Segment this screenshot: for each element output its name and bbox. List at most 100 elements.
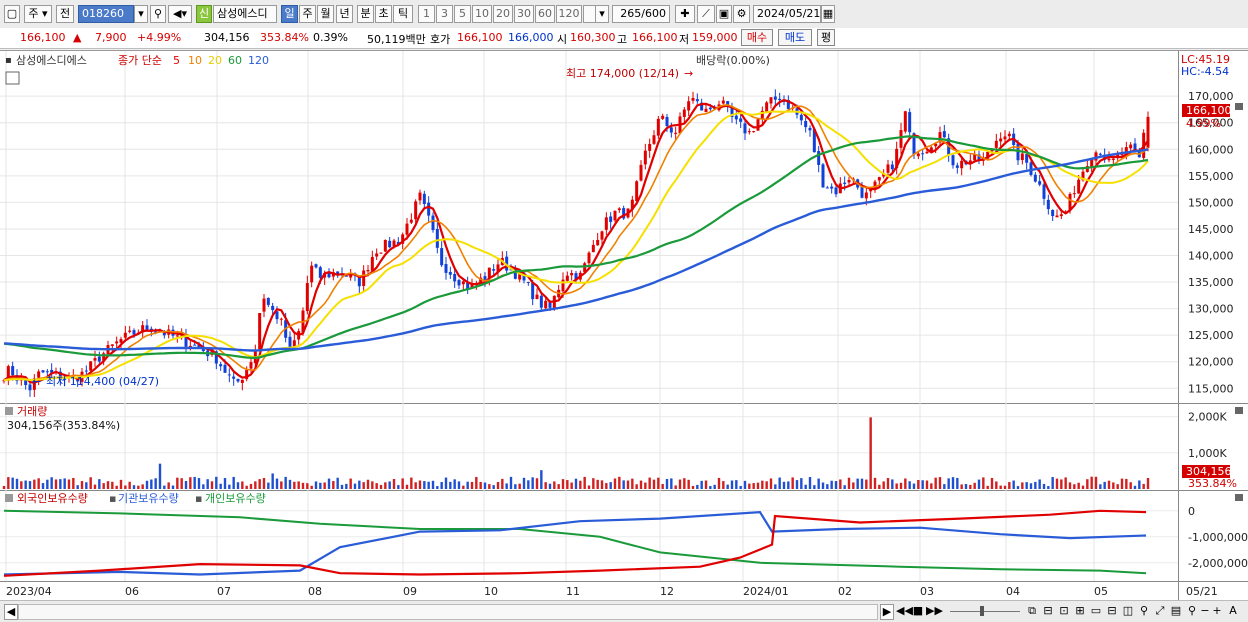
hc-label: HC:-4.54: [1181, 65, 1229, 78]
scroll-right-icon[interactable]: ▶: [880, 604, 894, 620]
price-tick-label: 165,000: [1188, 117, 1234, 130]
candle-body: [366, 269, 370, 272]
volume-bar: [852, 482, 855, 489]
minute-3[interactable]: 3: [436, 5, 453, 23]
magnifier-icon[interactable]: ⚲: [1187, 604, 1197, 617]
split-icon[interactable]: ⊟: [1043, 604, 1053, 617]
volume-panel-close-icon[interactable]: [1235, 407, 1243, 414]
copy-icon[interactable]: ⊡: [1059, 604, 1069, 617]
volume-bar: [986, 485, 989, 489]
count-field[interactable]: 265/600: [612, 5, 670, 23]
candle-body: [929, 147, 933, 152]
y-axis-ticks: 170,000 165,000 160,000 155,000 150,000 145,0…: [1188, 90, 1248, 570]
calendar-icon[interactable]: ▦: [821, 5, 835, 23]
window-icon[interactable]: ▢: [4, 5, 20, 23]
font-size-icon[interactable]: A: [1229, 604, 1237, 617]
panel-icon[interactable]: ⊟: [1107, 604, 1117, 617]
stock-name-field[interactable]: 삼성에스디: [213, 5, 277, 23]
candle-body: [825, 187, 829, 189]
period-month[interactable]: 월: [317, 5, 334, 23]
frame-icon[interactable]: ▭: [1090, 604, 1102, 617]
market-select[interactable]: 주 ▾: [24, 5, 52, 23]
volume-bar: [1142, 483, 1145, 489]
crosshair-icon[interactable]: ✚: [675, 5, 695, 23]
candle-body: [934, 143, 938, 147]
moving-averages: [3, 98, 1149, 384]
chart-svg[interactable]: 170,000 165,000 160,000 155,000 150,000 145,0…: [0, 51, 1248, 601]
candle-body: [942, 131, 946, 138]
rewind-icon[interactable]: ◀◀: [896, 604, 913, 617]
holding-settings-icon[interactable]: [5, 494, 13, 502]
sell-button[interactable]: 매도: [778, 29, 812, 46]
stop-icon[interactable]: ■: [912, 604, 924, 617]
grid-toggle-icon[interactable]: [5, 71, 20, 85]
candle-body: [236, 379, 240, 382]
layout-icon[interactable]: ⧉: [1028, 604, 1036, 617]
minute-5[interactable]: 5: [454, 5, 471, 23]
period-year[interactable]: 년: [336, 5, 353, 23]
search-small-icon[interactable]: ⚲: [1139, 604, 1149, 617]
horizontal-scrollbar[interactable]: [18, 604, 878, 620]
period-tick[interactable]: 틱: [393, 5, 413, 23]
volume-settings-icon[interactable]: [5, 407, 13, 415]
ma-line: [3, 135, 1149, 360]
candle-body: [708, 107, 712, 110]
minute-30[interactable]: 30: [514, 5, 534, 23]
code-dropdown-icon[interactable]: ▾: [134, 5, 148, 23]
volume-bar: [886, 478, 890, 489]
save-icon[interactable]: ▣: [716, 5, 732, 23]
candle-body: [687, 101, 691, 111]
legend-settings-icon[interactable]: ▪: [5, 55, 12, 66]
scroll-left-icon[interactable]: ◀: [4, 604, 18, 620]
window-icon-2[interactable]: ◫: [1122, 604, 1134, 617]
average-button[interactable]: 평: [817, 29, 835, 46]
current-price-tag: 166,100: [1186, 104, 1232, 117]
candle-body: [271, 305, 275, 311]
trade-amount: 50,119백만: [367, 33, 426, 46]
holding-panel-close-icon[interactable]: [1235, 494, 1243, 501]
period-week[interactable]: 주: [299, 5, 316, 23]
period-second[interactable]: 초: [375, 5, 392, 23]
zoom-slider[interactable]: [950, 604, 1020, 618]
volume-bar: [1016, 486, 1020, 489]
legend-foreign-holding: 외국인보유수량: [17, 492, 88, 505]
grid-icon[interactable]: ⊞: [1075, 604, 1085, 617]
volume-bar: [826, 484, 829, 489]
volume-bar: [1064, 477, 1067, 489]
candle-body: [418, 192, 422, 201]
minute-60[interactable]: 60: [535, 5, 555, 23]
volume-bar: [761, 480, 764, 489]
period-day[interactable]: 일: [281, 5, 298, 23]
price-tick-label: 125,000: [1188, 329, 1234, 342]
zoom-in-icon[interactable]: +: [1212, 604, 1222, 617]
speaker-icon[interactable]: ◀▾: [168, 5, 192, 23]
draw-line-icon[interactable]: ⟋: [697, 5, 715, 23]
print-icon[interactable]: ▤: [1170, 604, 1182, 617]
candle-body: [565, 275, 569, 281]
buy-button[interactable]: 매수: [741, 29, 773, 46]
minute-10[interactable]: 10: [472, 5, 492, 23]
stock-code-input[interactable]: 018260: [78, 5, 134, 23]
price-tick-label: 120,000: [1188, 356, 1234, 369]
price-panel-close-icon[interactable]: [1235, 103, 1243, 110]
zoom-out-icon[interactable]: −: [1200, 604, 1210, 617]
volume-bar: [739, 485, 742, 489]
search-icon[interactable]: ⚲: [150, 5, 166, 23]
zoom-fit-icon[interactable]: ⤢: [1155, 604, 1165, 617]
minute-1[interactable]: 1: [418, 5, 435, 23]
custom-minute-dropdown-icon[interactable]: ▾: [595, 5, 609, 23]
volume-bar: [995, 481, 998, 489]
fast-forward-icon[interactable]: ▶▶: [926, 604, 943, 617]
minute-120[interactable]: 120: [556, 5, 582, 23]
low-price: 159,000: [692, 31, 738, 44]
prev-button[interactable]: 전: [56, 5, 74, 23]
dividend-annotation: 배당락(0.00%): [696, 54, 770, 67]
volume-bar: [1099, 484, 1102, 489]
date-input[interactable]: 2024/05/21: [753, 5, 821, 23]
volume-bar: [366, 479, 370, 489]
chart-area[interactable]: 170,000 165,000 160,000 155,000 150,000 145,0…: [0, 50, 1248, 601]
volume-bar: [878, 484, 881, 489]
minute-20[interactable]: 20: [493, 5, 513, 23]
period-minute[interactable]: 분: [357, 5, 374, 23]
settings-gear-icon[interactable]: ⚙: [733, 5, 750, 23]
